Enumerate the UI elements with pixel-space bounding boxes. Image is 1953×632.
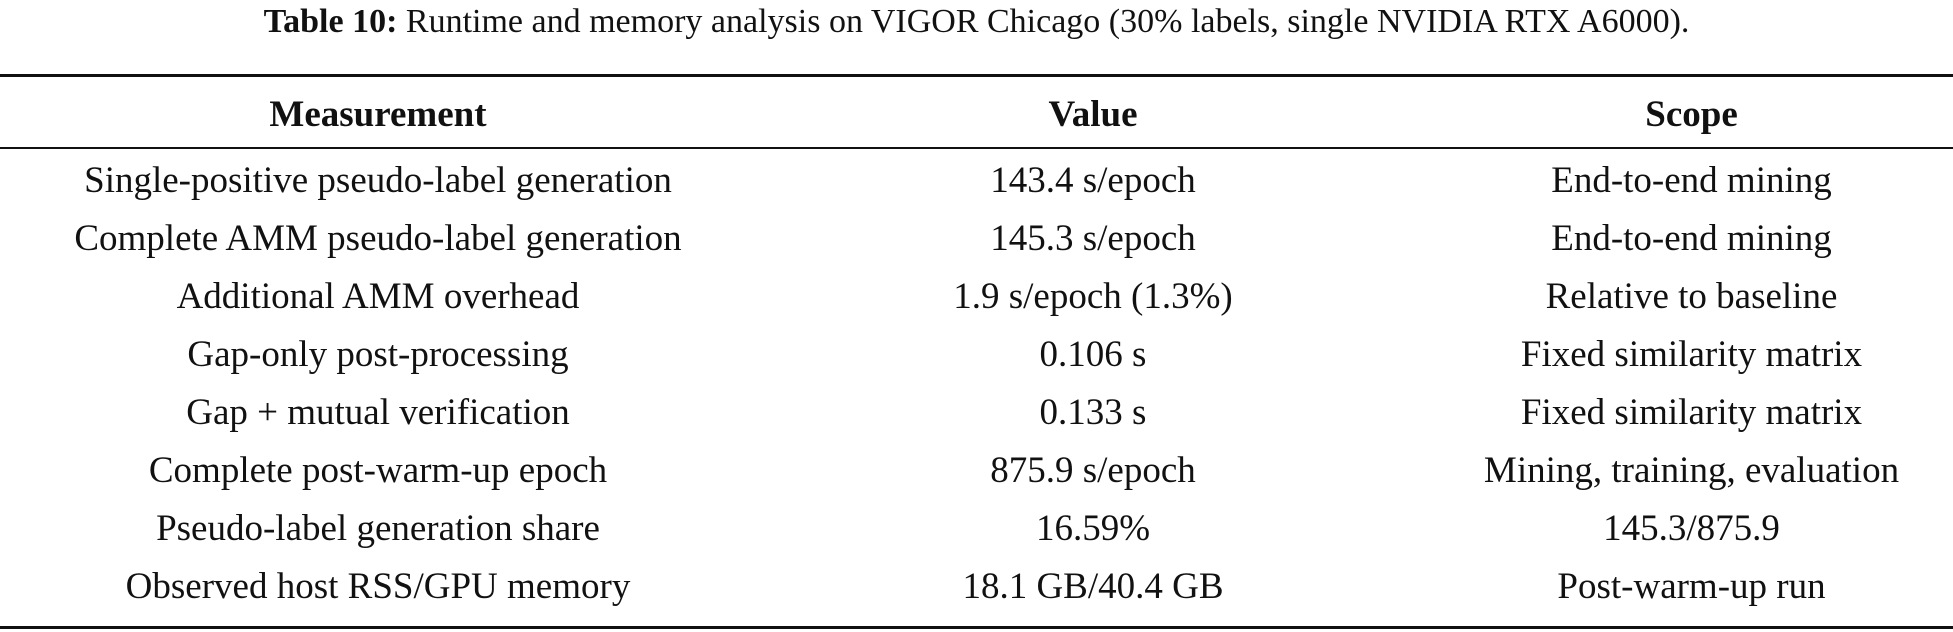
table-row: Additional AMM overhead 1.9 s/epoch (1.3… xyxy=(0,267,1953,325)
cell-value: 0.133 s xyxy=(1039,391,1147,433)
table-row: Complete post-warm-up epoch 875.9 s/epoc… xyxy=(0,441,1953,499)
cell-measurement: Single-positive pseudo-label generation xyxy=(84,159,672,201)
header-rule xyxy=(0,147,1953,149)
cell-measurement: Additional AMM overhead xyxy=(176,275,580,317)
table-header-row: Measurement Value Scope xyxy=(0,82,1953,147)
cell-value: 143.4 s/epoch xyxy=(990,159,1196,201)
cell-value: 18.1 GB/40.4 GB xyxy=(962,565,1224,607)
cell-measurement: Observed host RSS/GPU memory xyxy=(125,565,631,607)
caption-text: Runtime and memory analysis on VIGOR Chi… xyxy=(405,3,1690,40)
top-rule xyxy=(0,74,1953,77)
cell-scope: Fixed similarity matrix xyxy=(1520,333,1863,375)
table-row: Single-positive pseudo-label generation … xyxy=(0,147,1953,209)
header-value: Value xyxy=(1048,94,1138,135)
cell-scope: End-to-end mining xyxy=(1551,217,1832,259)
cell-measurement: Complete AMM pseudo-label generation xyxy=(74,217,682,259)
cell-scope: 145.3/875.9 xyxy=(1603,507,1780,549)
cell-value: 1.9 s/epoch (1.3%) xyxy=(953,275,1233,317)
runtime-memory-table: Measurement Value Scope Single-positive … xyxy=(0,82,1953,615)
cell-scope: Mining, training, evaluation xyxy=(1483,449,1900,491)
table-caption: Table 10: Runtime and memory analysis on… xyxy=(0,0,1953,44)
cell-scope: Fixed similarity matrix xyxy=(1520,391,1863,433)
table-row: Observed host RSS/GPU memory 18.1 GB/40.… xyxy=(0,557,1953,615)
cell-value: 875.9 s/epoch xyxy=(990,449,1196,491)
cell-measurement: Complete post-warm-up epoch xyxy=(148,449,608,491)
table-row: Pseudo-label generation share 16.59% 145… xyxy=(0,499,1953,557)
cell-measurement: Pseudo-label generation share xyxy=(156,507,600,549)
caption-label: Table 10: xyxy=(263,3,398,40)
cell-value: 145.3 s/epoch xyxy=(990,217,1196,259)
table-row: Gap + mutual verification 0.133 s Fixed … xyxy=(0,383,1953,441)
cell-measurement: Gap + mutual verification xyxy=(186,391,570,433)
header-measurement: Measurement xyxy=(269,94,487,135)
table-row: Complete AMM pseudo-label generation 145… xyxy=(0,209,1953,267)
header-scope: Scope xyxy=(1645,94,1738,135)
cell-scope: Post-warm-up run xyxy=(1557,565,1826,607)
table-row: Gap-only post-processing 0.106 s Fixed s… xyxy=(0,325,1953,383)
bottom-rule xyxy=(0,626,1953,629)
cell-measurement: Gap-only post-processing xyxy=(187,333,569,375)
cell-value: 16.59% xyxy=(1035,507,1151,549)
cell-value: 0.106 s xyxy=(1039,333,1147,375)
cell-scope: Relative to baseline xyxy=(1545,275,1838,317)
cell-scope: End-to-end mining xyxy=(1551,159,1832,201)
